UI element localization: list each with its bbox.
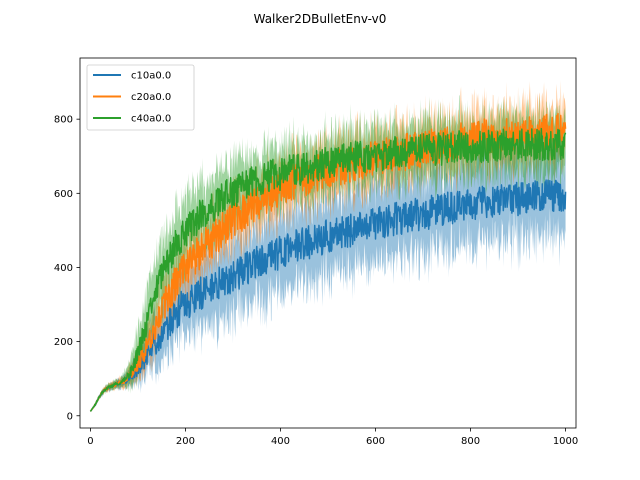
y-tick-label: 800 [54,115,73,126]
band-c10a0.0 [90,125,566,413]
x-tick-label: 800 [461,436,480,447]
y-tick-label: 200 [54,337,73,348]
x-tick-label: 400 [271,436,290,447]
y-tick-label: 400 [54,263,73,274]
plot-frame [79,57,577,429]
x-axis: 0 200 400 600 800 1000 [87,428,578,447]
x-tick-label: 200 [176,436,195,447]
x-tick-label: 1000 [553,436,578,447]
legend-label-c20a0.0: c20a0.0 [131,92,171,103]
chart-title: Walker2DBulletEnv-v0 [254,12,387,26]
y-tick-label: 600 [54,189,73,200]
legend-label-c40a0.0: c40a0.0 [131,114,171,125]
y-tick-label: 0 [67,411,73,422]
y-axis: 0 200 400 600 800 [54,115,80,422]
x-tick-label: 600 [366,436,385,447]
line-c10a0.0 [89,179,567,412]
band-c40a0.0 [90,94,566,413]
legend-box [86,64,195,131]
confidence-bands [90,80,566,413]
legend: c10a0.0 c20a0.0 c40a0.0 [86,64,195,131]
line-c20a0.0 [89,113,567,412]
x-tick-label: 0 [87,436,93,447]
line-c40a0.0 [89,127,567,412]
series-lines [89,113,567,412]
legend-label-c10a0.0: c10a0.0 [131,71,171,82]
band-c20a0.0 [90,80,566,413]
